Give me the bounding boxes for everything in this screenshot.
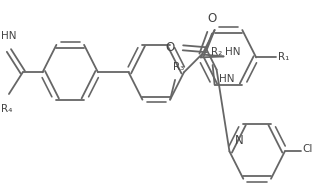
- Text: R₃: R₃: [173, 62, 185, 72]
- Text: HN: HN: [1, 31, 17, 41]
- Text: HN: HN: [225, 47, 241, 57]
- Text: HN: HN: [218, 74, 234, 84]
- Text: O: O: [166, 41, 175, 54]
- Text: R₁: R₁: [278, 52, 289, 62]
- Text: R₄: R₄: [1, 104, 13, 114]
- Text: Cl: Cl: [303, 144, 313, 154]
- Text: R₂: R₂: [211, 47, 222, 57]
- Text: O: O: [207, 12, 216, 25]
- Text: N: N: [235, 134, 244, 147]
